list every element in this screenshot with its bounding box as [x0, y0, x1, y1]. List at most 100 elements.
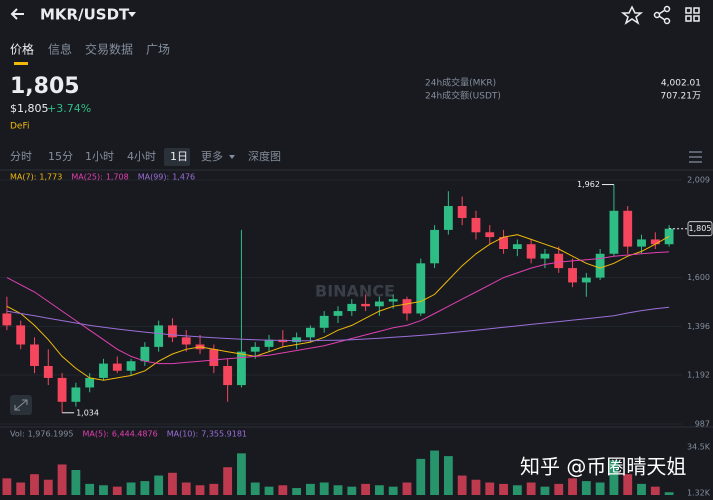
tab[interactable]: 信息: [48, 42, 72, 57]
candle-body: [388, 299, 398, 302]
volume-bar: [609, 460, 619, 495]
volume-bar: [319, 482, 329, 495]
candle-body: [250, 346, 260, 352]
y-tick-label: 1,396: [687, 322, 710, 331]
volume-bar: [402, 482, 412, 495]
interval-tab[interactable]: 1小时: [85, 150, 114, 163]
tab[interactable]: 价格: [10, 42, 34, 57]
candle-body: [623, 210, 633, 247]
volume-bar: [223, 467, 233, 495]
interval-tab[interactable]: 更多: [201, 149, 223, 163]
last-price-label: 1,805: [689, 224, 712, 233]
favorite-icon[interactable]: [620, 5, 644, 25]
price: 1,805: [10, 74, 80, 99]
volume-bar: [540, 486, 550, 495]
volume-bar: [250, 482, 260, 495]
candle-body: [305, 327, 315, 338]
volume-legend-name: Vol:: [10, 430, 25, 439]
volume-bar: [388, 486, 398, 495]
volume-legend-value: 6,444.4876: [112, 430, 158, 439]
candle-body: [71, 387, 81, 402]
sector-tag: DeFi: [10, 122, 30, 132]
interval-active-bg: [164, 148, 190, 166]
volume-bar: [2, 478, 12, 495]
candle-body: [2, 313, 12, 326]
credit-watermark: 知乎 @币圈晴天姐: [520, 455, 686, 479]
volume-bar: [568, 478, 577, 495]
candle-body: [43, 365, 53, 378]
candle-body: [485, 232, 495, 238]
back-button[interactable]: [10, 8, 24, 20]
volume-bar: [443, 456, 453, 495]
volume-bar: [85, 483, 95, 495]
volume-bar: [664, 492, 674, 495]
ma-legend-value: 1,708: [106, 173, 129, 182]
candle-body: [57, 377, 67, 402]
ma-line: [6, 306, 670, 342]
tab-indicator: [14, 62, 28, 65]
volume-bar: [30, 474, 39, 495]
volume-bar: [512, 485, 522, 495]
volume-bar: [126, 482, 136, 495]
interval-tab[interactable]: 分时: [10, 150, 32, 163]
candle-body: [402, 299, 412, 314]
interval-tab[interactable]: 1日: [170, 150, 188, 163]
interval-tab[interactable]: 15分: [48, 150, 73, 163]
candle-body: [209, 349, 219, 366]
ma-line: [6, 251, 670, 365]
volume-bar: [637, 483, 646, 495]
candle-body: [554, 253, 564, 269]
volume-bar: [485, 482, 495, 495]
candle-body: [16, 325, 26, 345]
candle-body: [526, 244, 536, 259]
volume-bar: [526, 482, 536, 495]
share-icon[interactable]: [653, 5, 671, 25]
interval-tab[interactable]: 4小时: [127, 150, 156, 163]
volume-bar: [333, 485, 343, 495]
volume-bar: [154, 475, 164, 495]
tab[interactable]: 交易数据: [85, 42, 133, 57]
indicator-icon[interactable]: [689, 151, 702, 163]
candle-body: [112, 363, 122, 371]
candle-body: [85, 377, 95, 388]
stat-value: 707.21万: [661, 92, 702, 102]
candle-body: [457, 206, 467, 218]
candle-body: [319, 315, 329, 328]
volume-bar: [278, 485, 288, 495]
high-label: 1,962: [577, 180, 600, 189]
volume-bar: [181, 482, 191, 495]
candle-body: [30, 344, 39, 366]
volume-bar: [168, 472, 177, 495]
candle-body: [99, 363, 108, 378]
volume-bar: [195, 485, 205, 495]
candle-body: [333, 311, 343, 316]
candle-body: [568, 268, 577, 283]
volume-bar: [471, 479, 481, 495]
volume-legend-value: 1,976.1995: [28, 430, 74, 439]
candle-body: [154, 325, 164, 347]
candle-body: [278, 339, 288, 343]
candle-body: [181, 337, 191, 345]
volume-bar: [457, 475, 467, 495]
interval-tab[interactable]: 深度图: [248, 149, 281, 163]
stat-value: 4,002.01: [661, 79, 701, 89]
volume-bar: [416, 458, 426, 495]
pair-title[interactable]: MKR/USDT: [40, 6, 130, 24]
ma-legend-name: MA(7):: [10, 173, 36, 182]
more-dropdown[interactable]: [229, 155, 235, 159]
volume-bar: [237, 453, 246, 495]
volume-bar: [554, 483, 564, 495]
volume-bar: [499, 483, 508, 495]
tab[interactable]: 广场: [146, 43, 170, 57]
y-tick-label: 987: [695, 420, 710, 429]
last-price-tag: [687, 221, 713, 237]
candle-body: [471, 217, 481, 233]
volume-bar: [650, 486, 660, 495]
fullscreen-icon[interactable]: [14, 399, 28, 411]
pair-dropdown[interactable]: [128, 12, 136, 17]
menu-icon[interactable]: [685, 7, 700, 22]
stat-label: 24h成交额(USDT): [425, 90, 501, 102]
candle-body: [650, 239, 660, 245]
candle-body: [595, 253, 605, 278]
